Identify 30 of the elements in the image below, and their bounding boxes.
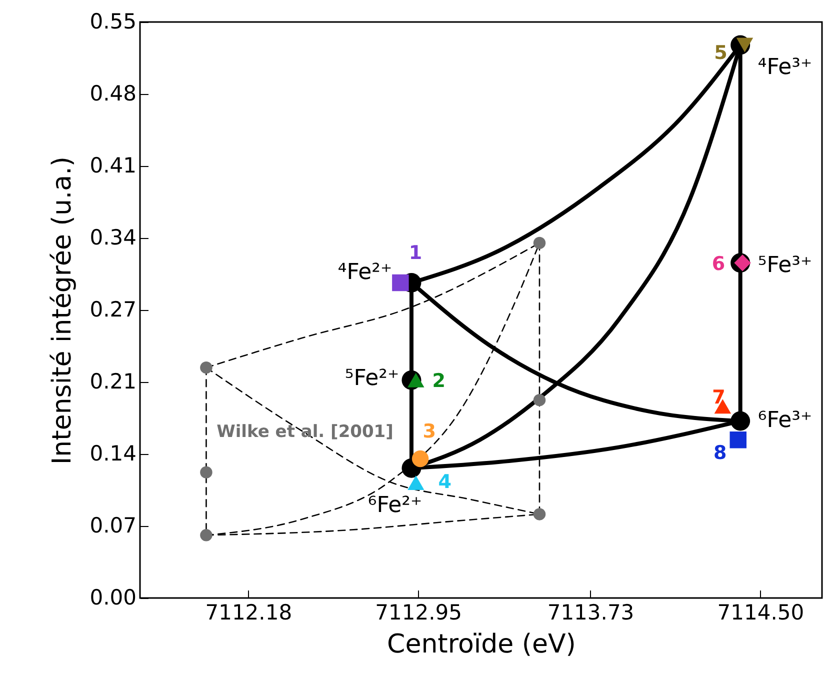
y-tick-label: 0.27 — [90, 298, 136, 322]
y-tick-label: 0.21 — [90, 370, 136, 394]
annotation: ⁴Fe³⁺ — [758, 55, 812, 80]
series-label: 6 — [712, 252, 726, 275]
annotation: ⁴Fe²⁺ — [338, 260, 392, 285]
y-tick-label: 0.07 — [90, 514, 136, 538]
x-tick-label: 7112.18 — [205, 600, 292, 624]
series-label: 8 — [714, 442, 727, 464]
series-label: 2 — [432, 370, 446, 392]
annotation: ⁵Fe²⁺ — [344, 366, 400, 391]
series-label: 5 — [714, 42, 728, 64]
y-tick-label: 0.00 — [90, 586, 136, 610]
series-label: 1 — [408, 242, 422, 264]
x-axis-title: Centroïde (eV) — [387, 630, 576, 660]
y-axis-title: Intensité intégrée (u.a.) — [48, 156, 78, 465]
y-tick-label: 0.34 — [90, 226, 136, 250]
annotation: Wilke et al. [2001] — [216, 422, 394, 442]
annotation: ⁶Fe²⁺ — [368, 493, 422, 518]
y-tick-label: 0.48 — [90, 82, 136, 106]
series-label: 4 — [438, 470, 452, 493]
y-tick-label: 0.14 — [90, 442, 136, 466]
x-tick-label: 7114.50 — [717, 600, 804, 624]
annotation: ⁶Fe³⁺ — [758, 408, 812, 433]
y-tick-label: 0.41 — [90, 154, 136, 178]
x-tick-label: 7113.73 — [547, 600, 634, 624]
series-label: 3 — [422, 420, 436, 443]
annotation: ⁵Fe³⁺ — [758, 253, 812, 278]
series-label: 7 — [712, 386, 726, 408]
x-tick-label: 7112.95 — [375, 600, 462, 624]
y-tick-label: 0.55 — [90, 10, 136, 34]
